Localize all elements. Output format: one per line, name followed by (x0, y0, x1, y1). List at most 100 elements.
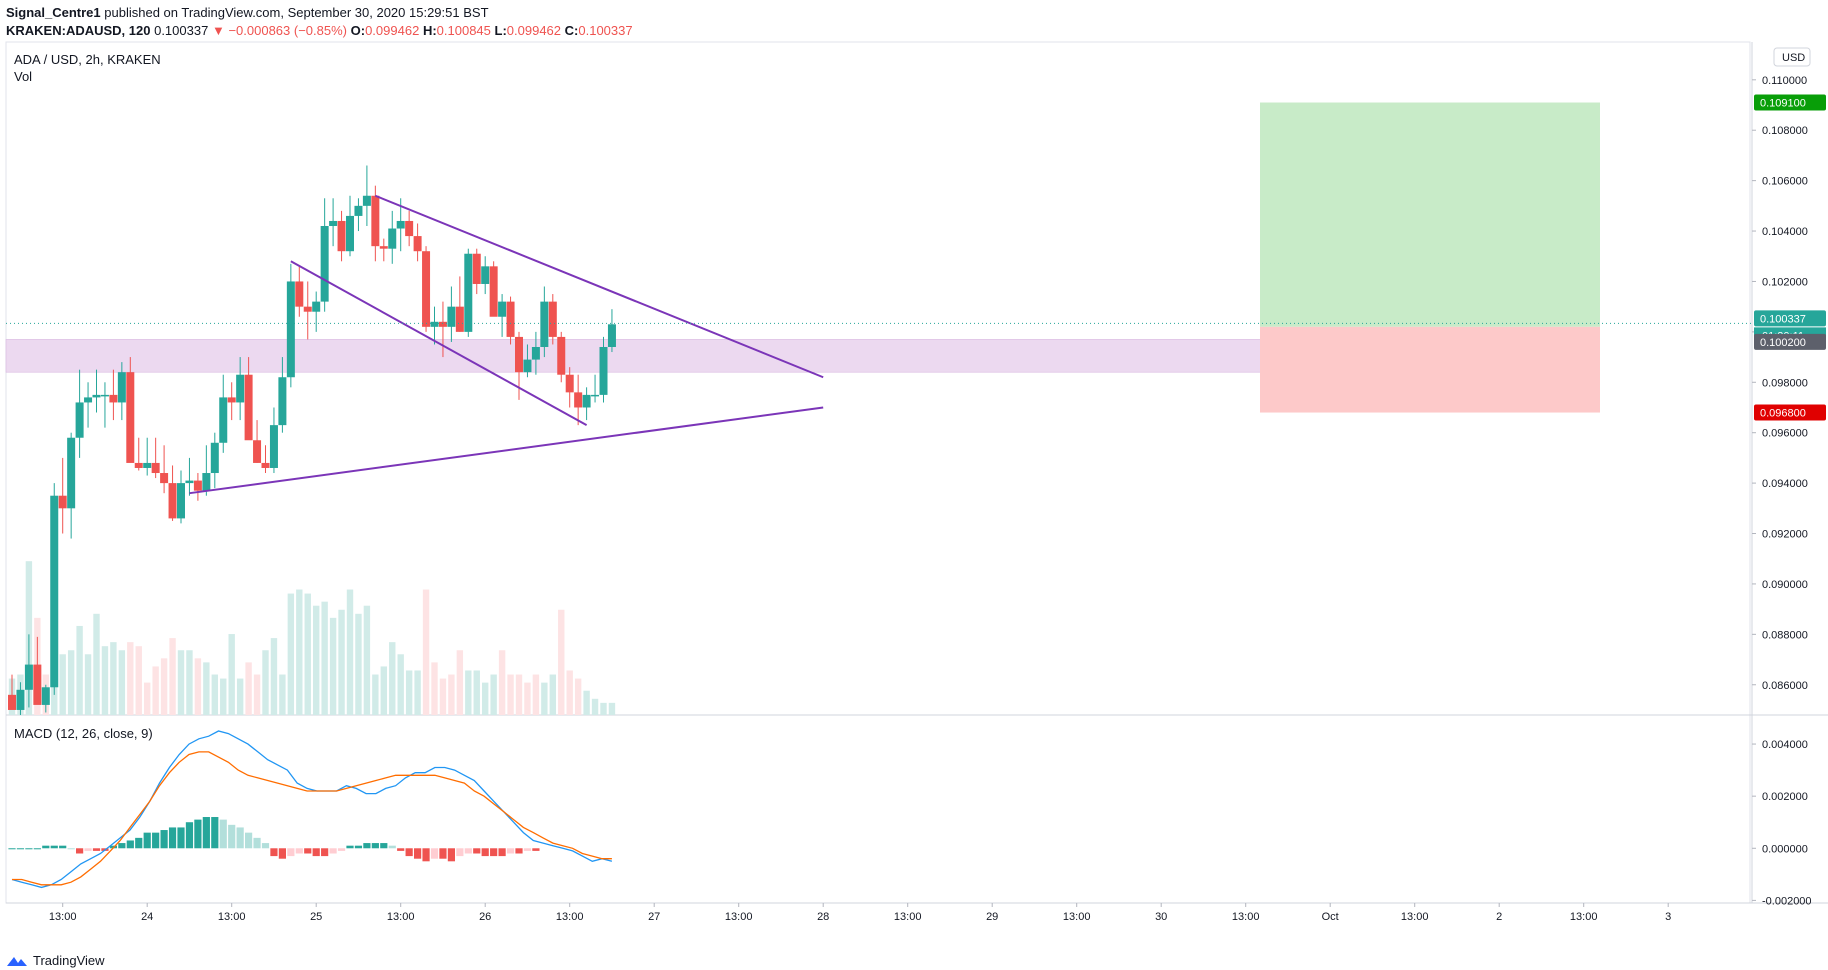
price-tick-label: 0.106000 (1762, 176, 1808, 188)
volume-bar (414, 670, 421, 715)
time-tick-label: 13:00 (218, 911, 246, 923)
candle-body (320, 226, 329, 302)
change-arrow: ▼ (211, 23, 225, 38)
candle-body (75, 402, 84, 438)
candle-body (405, 220, 414, 237)
currency-button-bg[interactable] (1773, 47, 1811, 67)
candle-body (126, 372, 135, 463)
macd-histogram-bar (532, 848, 540, 851)
candle-body (92, 394, 101, 398)
rising-support-line (189, 406, 824, 495)
time-tick-label: 26 (479, 911, 491, 923)
candle-body (236, 374, 245, 403)
volume-bar (76, 625, 83, 715)
macd-histogram-bar (194, 819, 202, 849)
volume-bar (101, 646, 109, 715)
volume-bar (279, 674, 286, 715)
volume-bar (524, 682, 531, 715)
time-tick-label: 13:00 (1232, 911, 1260, 923)
volume-bar (473, 670, 480, 715)
volume-bar (346, 589, 354, 715)
candle-body (362, 195, 371, 206)
candle-body (607, 324, 616, 347)
candle-body (481, 266, 490, 284)
macd-histogram-bar (126, 840, 134, 849)
volume-bar (515, 674, 523, 715)
volume-bar (439, 678, 447, 715)
volume-bar (304, 593, 311, 715)
macd-line (11, 730, 613, 889)
candle-body (33, 664, 42, 705)
low-value: 0.099462 (506, 23, 562, 38)
volume-bar (211, 674, 218, 715)
candle-body (202, 473, 211, 491)
macd-histogram-bar (380, 843, 388, 849)
candle-body (523, 359, 532, 373)
macd-histogram-bar (439, 848, 447, 859)
candle-body (506, 301, 515, 337)
candle-body (286, 281, 295, 378)
close-value: 0.100337 (578, 23, 633, 38)
macd-histogram-bar (84, 848, 92, 851)
volume-bar (253, 674, 261, 715)
symbol-ohlc-line: KRAKEN:ADAUSD, 120 0.100337 ▼ −0.000863 … (6, 23, 633, 38)
upper-trendline (374, 194, 824, 379)
macd-histogram-bar (16, 848, 25, 850)
price-tick-label: 0.102000 (1762, 276, 1808, 288)
macd-histogram-bar (50, 845, 58, 849)
volume-bar (245, 662, 252, 715)
change-text: −0.000863 (−0.85%) (228, 23, 347, 38)
macd-histogram-bar (219, 819, 227, 849)
entry-price-tag: 0.100200 (1760, 337, 1806, 349)
macd-tick-label: -0.002000 (1762, 895, 1812, 907)
macd-histogram-bar (42, 845, 50, 849)
time-tick-label: 29 (986, 911, 998, 923)
high-value: 0.100845 (436, 23, 491, 38)
candle-body (151, 462, 160, 474)
macd-histogram-bar (523, 848, 532, 851)
macd-histogram-bar (245, 832, 253, 849)
price-tick-label: 0.094000 (1762, 478, 1808, 490)
low-label: L: (494, 23, 507, 38)
macd-histogram-bar (329, 848, 337, 854)
volume-bar (405, 670, 413, 715)
candle-body (438, 321, 447, 327)
time-tick-label: 3 (1665, 911, 1671, 923)
macd-histogram-bar (506, 848, 515, 854)
volume-bar (110, 642, 117, 715)
time-tick-label: 13:00 (1063, 911, 1091, 923)
candle-body (67, 437, 76, 509)
last-price-text: 0.100337 (154, 23, 209, 38)
time-tick-label: 28 (817, 911, 829, 923)
price-tick-label: 0.098000 (1762, 377, 1808, 389)
price-tick-label: 0.096000 (1762, 428, 1808, 440)
candle-body (413, 236, 422, 252)
symbol-interval: KRAKEN:ADAUSD, 120 (6, 23, 151, 38)
volume-bar (228, 634, 235, 715)
macd-histogram-bar (185, 822, 194, 849)
candle-body (557, 336, 566, 375)
time-tick-label: Oct (1322, 911, 1339, 923)
time-tick-label: 13:00 (49, 911, 77, 923)
chart-canvas[interactable]: 0.110000 0.108000 0.106000 0.104000 0.102000… (0, 0, 1828, 945)
open-value: 0.099462 (365, 23, 420, 38)
macd-histogram-bar (59, 845, 67, 849)
volume-bar (355, 613, 362, 715)
footer-brand-text: TradingView (33, 953, 105, 968)
publisher-name[interactable]: Signal_Centre1 (6, 5, 101, 20)
candle-body (160, 473, 169, 484)
macd-histogram-bar (160, 830, 168, 849)
candle-body (582, 394, 591, 408)
volume-bar (160, 658, 168, 715)
stop-price-tag-bg (1754, 404, 1826, 421)
candle-body (278, 377, 287, 426)
time-tick-label: 13:00 (894, 911, 922, 923)
volume-bar (498, 650, 506, 715)
candle-body (515, 336, 523, 373)
macd-histogram-bar (76, 848, 84, 854)
footer-brand: TradingView (6, 953, 105, 968)
candle-body (396, 220, 405, 229)
macd-histogram-bar (33, 848, 41, 850)
currency-button[interactable]: USD (1782, 52, 1805, 64)
macd-histogram-bar (447, 848, 455, 862)
